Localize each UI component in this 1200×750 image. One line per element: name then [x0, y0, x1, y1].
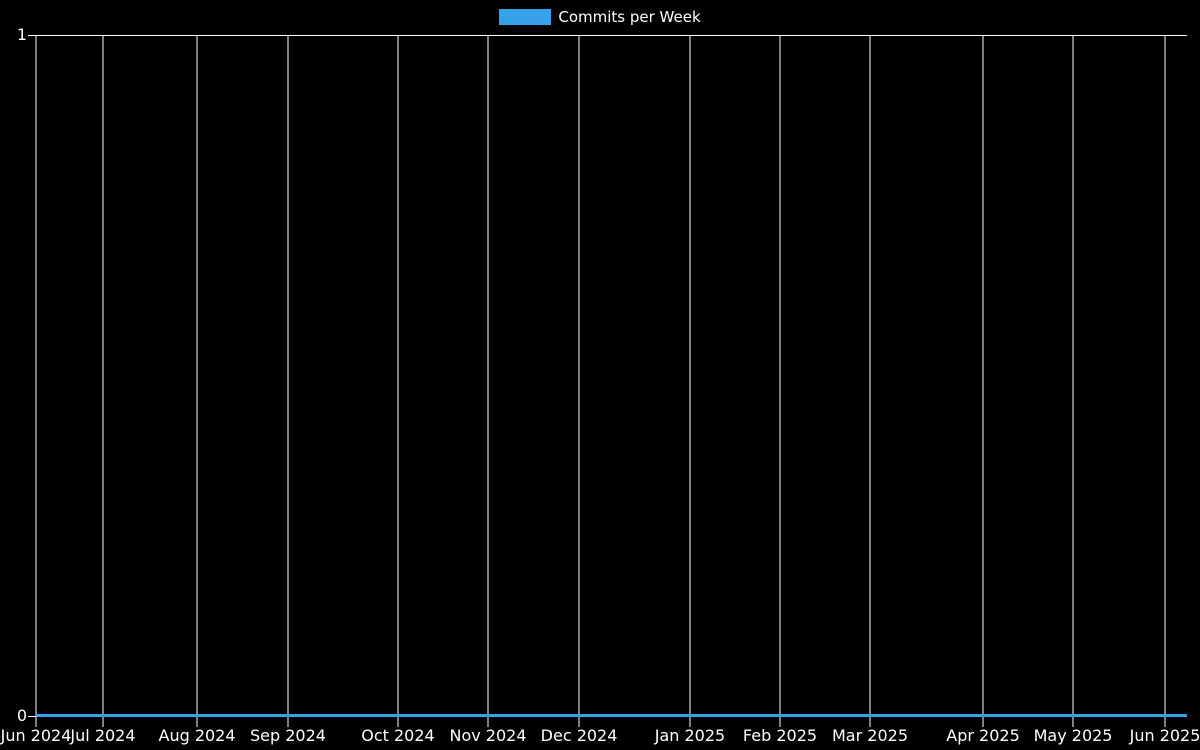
x-gridline [397, 35, 399, 727]
x-tick-label: Apr 2025 [946, 726, 1020, 745]
x-gridline [196, 35, 198, 727]
y-tick-label: 0 [16, 706, 27, 725]
plot-area [28, 35, 1187, 727]
x-tick-label: May 2025 [1033, 726, 1113, 745]
chart-legend[interactable]: Commits per Week [0, 9, 1200, 25]
x-gridline [35, 35, 37, 727]
x-tick-label: Nov 2024 [449, 726, 527, 745]
x-gridline [487, 35, 489, 727]
x-tick-label: Jul 2024 [70, 726, 136, 745]
x-axis-labels: Jun 2024 Jul 2024 Aug 2024 Sep 2024 Oct 2024… [1, 716, 1200, 750]
x-tick-label: Jun 2025 [1129, 726, 1200, 745]
legend-label: Commits per Week [558, 8, 701, 26]
x-gridline [102, 35, 104, 727]
x-gridline [779, 35, 781, 727]
x-tick-label: Jun 2024 [0, 726, 72, 745]
x-tick-label: Feb 2025 [742, 726, 818, 745]
x-tick-label: Dec 2024 [540, 726, 618, 745]
x-gridline [1164, 35, 1166, 727]
legend-swatch-icon [499, 9, 552, 25]
x-gridline [982, 35, 984, 727]
y-tick-mark [28, 716, 36, 717]
x-gridline [869, 35, 871, 727]
y-tick-mark [28, 35, 36, 36]
x-gridline [1072, 35, 1074, 727]
x-tick-label: Oct 2024 [361, 726, 435, 745]
x-gridline [287, 35, 289, 727]
x-tick-label: Sep 2024 [249, 726, 326, 745]
x-tick-label: Jan 2025 [654, 726, 726, 745]
x-gridline [689, 35, 691, 727]
x-tick-label: Aug 2024 [158, 726, 236, 745]
y-tick-label: 1 [16, 25, 27, 44]
x-tick-label: Mar 2025 [832, 726, 908, 745]
x-gridline [578, 35, 580, 727]
commits-line-series [36, 714, 1187, 717]
